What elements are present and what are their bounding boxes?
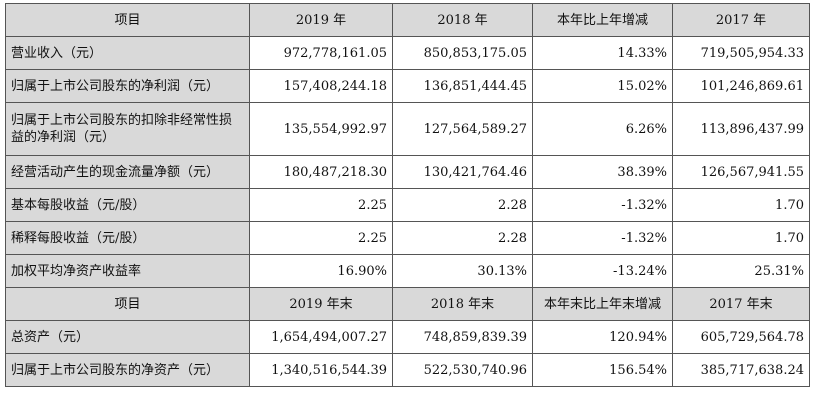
header-item: 项目 (5, 3, 250, 37)
value-change: 6.26% (532, 102, 673, 156)
value-2018: 522,530,740.96 (392, 353, 533, 387)
header-change-end: 本年末比上年末增减 (532, 287, 673, 321)
table-row: 加权平均净资产收益率 16.90% 30.13% -13.24% 25.31% (5, 254, 810, 288)
value-change: 38.39% (532, 155, 673, 189)
header-row: 项目 2019 年 2018 年 本年比上年增减 2017 年 (5, 3, 810, 37)
row-label: 稀释每股收益（元/股） (5, 221, 250, 255)
row-label: 总资产（元） (5, 320, 250, 354)
value-change: -1.32% (532, 221, 673, 255)
row-label: 归属于上市公司股东的净资产（元） (5, 353, 250, 387)
header-2019-end: 2019 年末 (249, 287, 393, 321)
row-label: 加权平均净资产收益率 (5, 254, 250, 288)
value-2019: 2.25 (249, 221, 393, 255)
value-2018: 127,564,589.27 (392, 102, 533, 156)
value-2018: 748,859,839.39 (392, 320, 533, 354)
value-2018: 850,853,175.05 (392, 36, 533, 70)
value-2018: 2.28 (392, 221, 533, 255)
header-2018: 2018 年 (392, 3, 533, 37)
header-change: 本年比上年增减 (532, 3, 673, 37)
value-2018: 2.28 (392, 188, 533, 222)
value-2018: 130,421,764.46 (392, 155, 533, 189)
value-2019: 180,487,218.30 (249, 155, 393, 189)
value-change: 14.33% (532, 36, 673, 70)
value-2019: 135,554,992.97 (249, 102, 393, 156)
table-row: 经营活动产生的现金流量净额（元） 180,487,218.30 130,421,… (5, 155, 810, 189)
value-change: 15.02% (532, 69, 673, 103)
value-2018: 30.13% (392, 254, 533, 288)
value-change: 156.54% (532, 353, 673, 387)
table-row: 稀释每股收益（元/股） 2.25 2.28 -1.32% 1.70 (5, 221, 810, 255)
table-row: 总资产（元） 1,654,494,007.27 748,859,839.39 1… (5, 320, 810, 354)
value-2017: 605,729,564.78 (672, 320, 810, 354)
table-row: 归属于上市公司股东的净利润（元） 157,408,244.18 136,851,… (5, 69, 810, 103)
value-2017: 113,896,437.99 (672, 102, 810, 156)
row-label: 归属于上市公司股东的净利润（元） (5, 69, 250, 103)
value-change: -13.24% (532, 254, 673, 288)
value-2017: 385,717,638.24 (672, 353, 810, 387)
row-label: 归属于上市公司股东的扣除非经常性损益的净利润（元） (5, 102, 250, 156)
value-2017: 719,505,954.33 (672, 36, 810, 70)
row-label: 基本每股收益（元/股） (5, 188, 250, 222)
value-2019: 1,340,516,544.39 (249, 353, 393, 387)
value-2017: 1.70 (672, 221, 810, 255)
header-row-year-end: 项目 2019 年末 2018 年末 本年末比上年末增减 2017 年末 (5, 287, 810, 321)
value-2017: 126,567,941.55 (672, 155, 810, 189)
table-row: 归属于上市公司股东的扣除非经常性损益的净利润（元） 135,554,992.97… (5, 102, 810, 156)
header-2018-end: 2018 年末 (392, 287, 533, 321)
value-2018: 136,851,444.45 (392, 69, 533, 103)
header-2017: 2017 年 (672, 3, 810, 37)
row-label: 经营活动产生的现金流量净额（元） (5, 155, 250, 189)
header-2017-end: 2017 年末 (672, 287, 810, 321)
header-2019: 2019 年 (249, 3, 393, 37)
value-2019: 972,778,161.05 (249, 36, 393, 70)
table-row: 归属于上市公司股东的净资产（元） 1,340,516,544.39 522,53… (5, 353, 810, 387)
financial-summary-table: 项目 2019 年 2018 年 本年比上年增减 2017 年 营业收入（元） … (5, 3, 810, 387)
value-2019: 1,654,494,007.27 (249, 320, 393, 354)
header-item: 项目 (5, 287, 250, 321)
value-2017: 1.70 (672, 188, 810, 222)
table-row: 营业收入（元） 972,778,161.05 850,853,175.05 14… (5, 36, 810, 70)
value-change: 120.94% (532, 320, 673, 354)
value-2017: 101,246,869.61 (672, 69, 810, 103)
value-2019: 157,408,244.18 (249, 69, 393, 103)
table-row: 基本每股收益（元/股） 2.25 2.28 -1.32% 1.70 (5, 188, 810, 222)
value-2017: 25.31% (672, 254, 810, 288)
row-label: 营业收入（元） (5, 36, 250, 70)
value-2019: 16.90% (249, 254, 393, 288)
value-change: -1.32% (532, 188, 673, 222)
value-2019: 2.25 (249, 188, 393, 222)
